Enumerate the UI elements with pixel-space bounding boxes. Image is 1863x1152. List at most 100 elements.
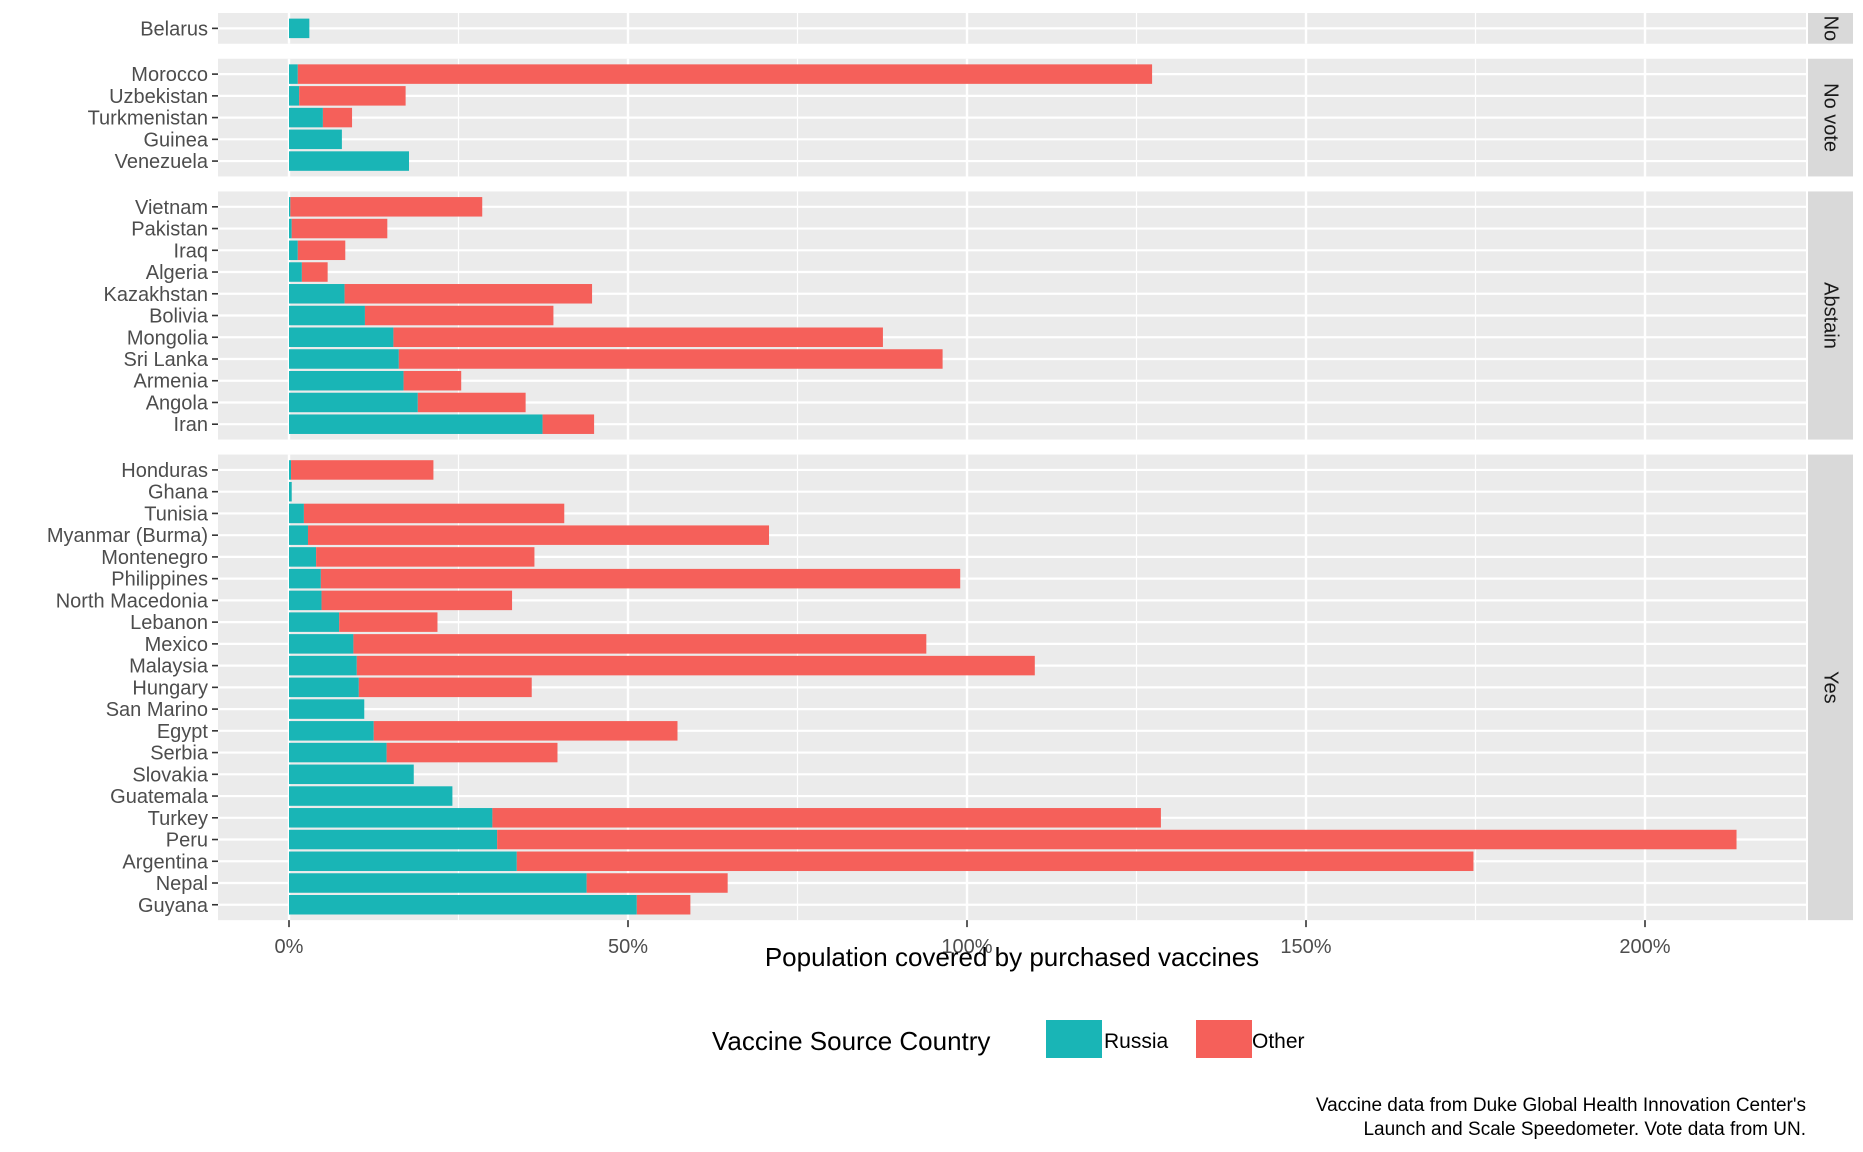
bar-other-mongolia — [393, 327, 883, 347]
y-tick-label-serbia: Serbia — [150, 743, 209, 765]
bar-russia-egypt — [289, 721, 374, 741]
y-tick-label-turkmenistan: Turkmenistan — [88, 108, 208, 130]
y-tick-label-mexico: Mexico — [145, 634, 208, 656]
legend-key-russia — [1046, 1020, 1102, 1058]
y-tick-label-morocco: Morocco — [131, 64, 208, 86]
bar-russia-tunisia — [289, 503, 304, 524]
bar-other-vietnam — [290, 197, 483, 217]
bar-other-serbia — [386, 742, 558, 763]
bar-russia-hungary — [289, 677, 359, 698]
bar-other-kazakhstan — [344, 284, 593, 304]
bar-other-morocco — [297, 64, 1153, 84]
bar-other-bolivia — [364, 305, 554, 326]
facet-strip-label: No vote — [1820, 83, 1842, 152]
bar-russia-san-marino — [289, 699, 365, 719]
bar-other-egypt — [373, 721, 678, 741]
caption-line-1: Vaccine data from Duke Global Health Inn… — [1316, 1095, 1806, 1116]
y-tick-label-angola: Angola — [146, 392, 209, 414]
facet-no: Belarus No — [140, 13, 1853, 44]
y-tick-label-lebanon: Lebanon — [130, 612, 208, 634]
bar-other-honduras — [291, 460, 434, 480]
y-tick-label-philippines: Philippines — [111, 569, 208, 591]
facet-strip-label: Abstain — [1820, 282, 1842, 349]
bar-russia-slovakia — [289, 764, 414, 785]
legend-title: Vaccine Source Country — [712, 1026, 990, 1056]
x-tick-label: 50% — [608, 936, 648, 958]
y-tick-label-guinea: Guinea — [144, 129, 209, 151]
bar-other-uzbekistan — [299, 86, 406, 106]
bar-russia-malaysia — [289, 655, 357, 676]
bar-russia-pakistan — [289, 218, 292, 239]
y-tick-label-peru: Peru — [166, 830, 208, 852]
facet-no-vote: MoroccoUzbekistanTurkmenistanGuineaVenez… — [88, 58, 1853, 177]
y-tick-label-honduras: Honduras — [121, 460, 208, 482]
bar-russia-iraq — [289, 240, 298, 261]
bar-other-armenia — [403, 370, 462, 391]
facet-strip-label: No — [1820, 16, 1842, 42]
bar-other-lebanon — [339, 612, 438, 632]
y-tick-label-argentina: Argentina — [122, 851, 208, 873]
y-tick-label-malaysia: Malaysia — [129, 656, 209, 678]
bar-other-montenegro — [316, 547, 535, 567]
y-tick-label-vietnam: Vietnam — [135, 197, 208, 219]
y-tick-label-myanmar-burma: Myanmar (Burma) — [47, 525, 208, 547]
y-tick-label-kazakhstan: Kazakhstan — [103, 284, 208, 306]
legend-label-other: Other — [1252, 1030, 1305, 1053]
bar-russia-argentina — [289, 851, 517, 872]
x-axis-title: Population covered by purchased vaccines — [765, 942, 1259, 972]
x-tick-label: 150% — [1280, 936, 1331, 958]
bar-other-turkey — [492, 808, 1161, 828]
facet-strip — [1808, 454, 1853, 921]
x-tick-label: 200% — [1619, 936, 1670, 958]
y-tick-label-pakistan: Pakistan — [131, 219, 208, 241]
bar-russia-guyana — [289, 895, 637, 915]
bar-russia-turkey — [289, 808, 493, 828]
bar-russia-honduras — [289, 460, 292, 480]
legend-key-other — [1196, 1020, 1252, 1058]
y-tick-label-turkey: Turkey — [148, 808, 208, 830]
caption-line-2: Launch and Scale Speedometer. Vote data … — [1363, 1119, 1806, 1140]
y-tick-label-nepal: Nepal — [156, 873, 208, 895]
bar-other-algeria — [301, 262, 328, 282]
x-tick-label: 0% — [275, 936, 304, 958]
y-tick-label-bolivia: Bolivia — [149, 306, 209, 328]
y-tick-label-slovakia: Slovakia — [132, 764, 208, 786]
bar-other-hungary — [358, 677, 532, 698]
bar-other-peru — [497, 829, 1737, 850]
bar-other-guyana — [636, 895, 691, 915]
bar-other-myanmar-burma — [307, 525, 770, 545]
legend-label-russia: Russia — [1104, 1030, 1169, 1053]
bar-other-iran — [542, 414, 595, 434]
bar-russia-serbia — [289, 742, 387, 763]
y-tick-label-armenia: Armenia — [134, 371, 209, 393]
facet-panels: Belarus No MoroccoUzbekistanTurkmenistanGu… — [47, 13, 1853, 921]
y-tick-label-north-macedonia: North Macedonia — [56, 590, 209, 612]
bar-russia-myanmar-burma — [289, 525, 308, 545]
bar-other-iraq — [297, 240, 346, 261]
bar-russia-uzbekistan — [289, 86, 300, 106]
facet-strip-label: Yes — [1820, 671, 1842, 704]
bar-russia-lebanon — [289, 612, 340, 632]
bar-russia-guinea — [289, 129, 342, 150]
bar-russia-ghana — [289, 481, 292, 502]
y-tick-label-iran: Iran — [174, 414, 208, 436]
bar-russia-montenegro — [289, 547, 317, 567]
bar-other-angola — [417, 392, 526, 413]
x-tick-label: 100% — [941, 936, 992, 958]
bar-russia-morocco — [289, 64, 298, 84]
caption: Vaccine data from Duke Global Health Inn… — [1316, 1095, 1806, 1140]
facet-abstain: VietnamPakistanIraqAlgeriaKazakhstanBoli… — [103, 191, 1853, 440]
bar-russia-philippines — [289, 568, 321, 589]
legend: Vaccine Source Country Russia Other — [712, 1020, 1305, 1058]
bar-russia-iran — [289, 414, 543, 434]
bar-russia-turkmenistan — [289, 107, 323, 128]
y-tick-label-guatemala: Guatemala — [110, 786, 209, 808]
y-tick-label-iraq: Iraq — [174, 240, 208, 262]
y-tick-label-algeria: Algeria — [146, 262, 209, 284]
facet-strip — [1808, 58, 1853, 177]
bar-russia-mexico — [289, 634, 354, 654]
facet-strip — [1808, 191, 1853, 440]
bar-russia-north-macedonia — [289, 590, 322, 611]
bar-russia-venezuela — [289, 151, 410, 171]
